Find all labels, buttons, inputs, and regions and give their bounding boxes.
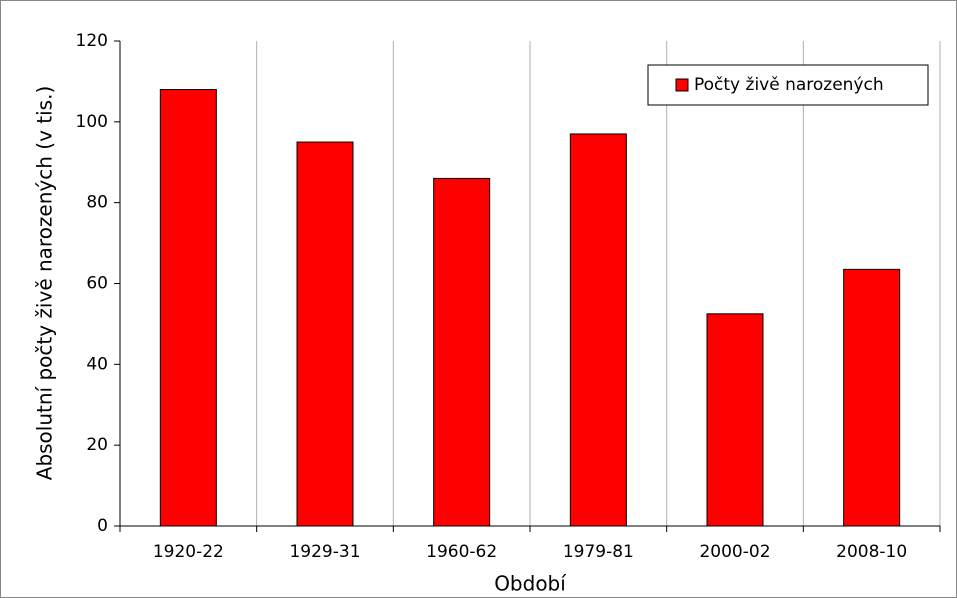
legend-swatch: [675, 78, 689, 92]
y-tick-label: 120: [76, 31, 108, 51]
y-tick-label: 60: [86, 274, 108, 294]
y-tick-label: 80: [86, 193, 108, 213]
y-tick-label: 100: [76, 112, 108, 132]
legend-box: [647, 64, 929, 106]
x-axis-title: Období: [494, 572, 567, 596]
y-tick-label: 20: [86, 435, 108, 455]
bar: [569, 133, 627, 527]
x-tick-label: 1979-81: [563, 542, 634, 562]
bar: [706, 313, 764, 527]
bar: [296, 141, 354, 527]
bar: [433, 177, 491, 527]
x-tick-label: 2000-02: [699, 542, 770, 562]
x-tick-label: 1929-31: [289, 542, 360, 562]
bar: [843, 268, 901, 527]
legend-label: Počty živě narozených: [694, 75, 884, 95]
y-tick-label: 0: [97, 516, 108, 536]
bar: [159, 89, 217, 527]
y-axis-title: Absolutní počty živě narozených (v tis.): [33, 86, 57, 480]
x-tick-label: 1960-62: [426, 542, 497, 562]
x-tick-label: 2008-10: [836, 542, 907, 562]
x-tick-label: 1920-22: [153, 542, 224, 562]
y-tick-label: 40: [86, 354, 108, 374]
